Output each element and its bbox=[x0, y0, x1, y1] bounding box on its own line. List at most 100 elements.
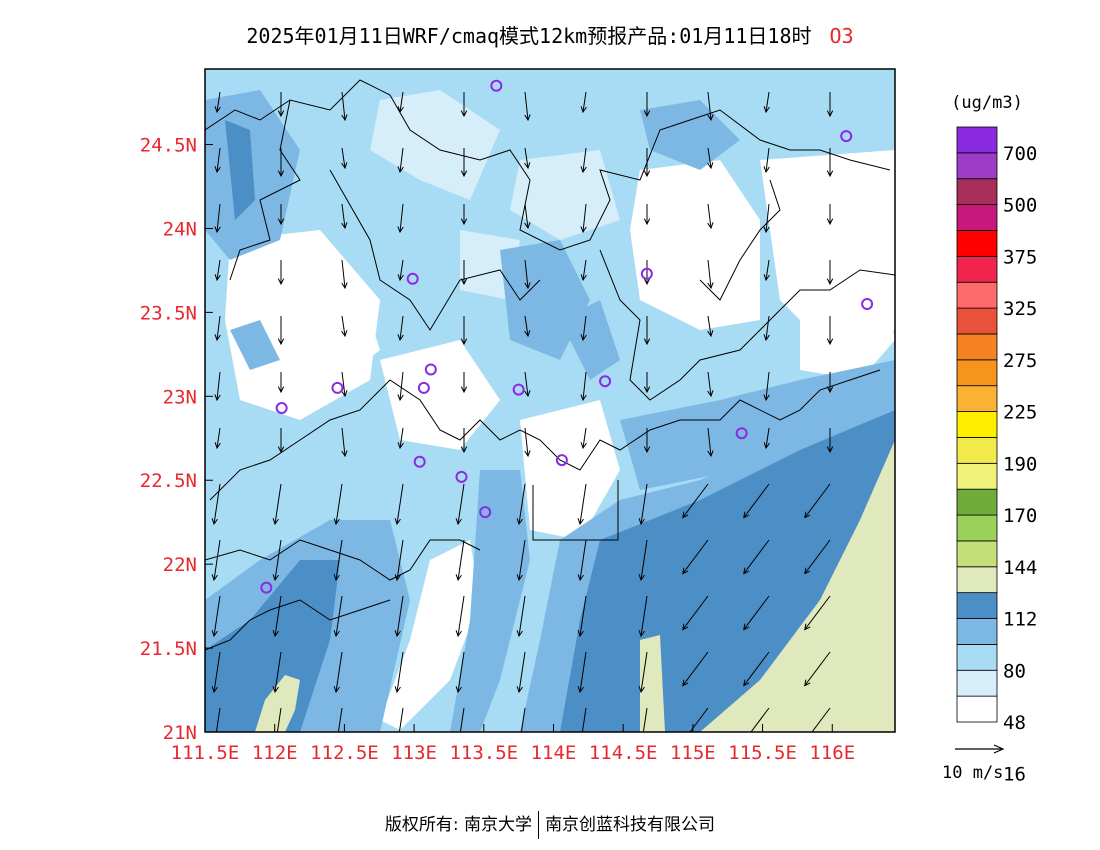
wind-arrowhead bbox=[763, 106, 770, 114]
wind-vector bbox=[213, 539, 221, 581]
wind-arrowhead bbox=[277, 338, 285, 346]
wind-arrowhead bbox=[643, 386, 651, 394]
wind-vector bbox=[216, 91, 221, 113]
wind-arrowhead bbox=[277, 218, 285, 226]
station-marker bbox=[455, 470, 468, 483]
wind-arrowhead bbox=[516, 518, 523, 526]
wind-vector bbox=[804, 595, 831, 630]
wind-vector bbox=[398, 707, 404, 732]
wind-vector bbox=[276, 707, 282, 732]
lat-tick-label: 24.5N bbox=[140, 135, 197, 157]
wind-arrowhead bbox=[397, 166, 404, 174]
wind-vector bbox=[457, 483, 465, 525]
wind-arrowhead bbox=[804, 567, 811, 575]
wind-vector bbox=[213, 483, 221, 525]
wind-arrowhead bbox=[643, 446, 651, 454]
wind-vector bbox=[341, 371, 346, 397]
wind-vector bbox=[765, 259, 770, 281]
wind-arrowhead bbox=[516, 686, 523, 694]
station-marker bbox=[479, 506, 492, 519]
wind-arrowhead bbox=[643, 110, 651, 118]
wind-arrowhead bbox=[455, 518, 462, 526]
station-marker bbox=[555, 454, 568, 467]
wind-arrowhead bbox=[460, 110, 468, 118]
legend-swatch bbox=[956, 643, 998, 671]
wind-arrowhead bbox=[394, 686, 401, 694]
legend-swatch bbox=[956, 307, 998, 335]
province-borders bbox=[205, 79, 895, 651]
arrow-head-icon bbox=[993, 744, 1005, 754]
wind-vector bbox=[579, 483, 587, 525]
wind-vector bbox=[640, 595, 648, 637]
wind-arrowhead bbox=[211, 518, 218, 526]
station-marker bbox=[599, 375, 612, 388]
wind-vector bbox=[399, 371, 404, 401]
wind-vector bbox=[707, 91, 712, 121]
wind-arrowhead bbox=[743, 511, 750, 519]
wind-arrowhead bbox=[333, 518, 340, 526]
wind-vector bbox=[524, 371, 529, 397]
footer-divider bbox=[538, 811, 540, 839]
wind-vector bbox=[341, 315, 346, 337]
wind-arrowhead bbox=[763, 226, 770, 234]
wind-arrowhead bbox=[272, 518, 279, 526]
wind-arrowhead bbox=[341, 282, 348, 290]
map-title: 2025年01月11日WRF/cmaq模式12km预报产品:01月11日18时 … bbox=[0, 20, 1100, 49]
legend-swatch bbox=[956, 230, 998, 257]
lon-tick-label: 111.5E bbox=[171, 742, 240, 764]
wind-vector bbox=[215, 707, 221, 732]
wind-arrowhead bbox=[707, 114, 714, 122]
wind-arrowhead bbox=[763, 442, 770, 450]
wind-vector bbox=[399, 91, 404, 113]
station-marker bbox=[417, 381, 430, 394]
lon-tick-label: 116E bbox=[809, 742, 855, 764]
wind-arrowhead bbox=[272, 574, 279, 582]
wind-arrowhead bbox=[460, 278, 468, 286]
wind-vector bbox=[743, 539, 770, 574]
wind-arrowhead bbox=[580, 334, 587, 342]
wind-arrowhead bbox=[211, 574, 218, 582]
lat-tick-label: 21.5N bbox=[140, 638, 197, 660]
station-marker bbox=[861, 297, 874, 310]
legend-label: 225 bbox=[1003, 402, 1037, 424]
legend-swatch bbox=[956, 281, 998, 309]
wind-arrowhead bbox=[341, 162, 348, 170]
wind-vector bbox=[213, 595, 221, 637]
wind-arrowhead bbox=[277, 386, 285, 394]
wind-vector bbox=[743, 651, 770, 686]
wind-arrowhead bbox=[460, 218, 468, 226]
legend-swatch bbox=[956, 204, 998, 231]
wind-arrowhead bbox=[826, 278, 834, 286]
wind-vector bbox=[682, 539, 709, 574]
wind-arrowhead bbox=[333, 630, 340, 638]
legend-swatch bbox=[956, 488, 998, 516]
title-species: O3 bbox=[829, 24, 854, 48]
lon-tick-label: 115.5E bbox=[728, 742, 797, 764]
wind-vector bbox=[457, 595, 465, 637]
wind-vector bbox=[216, 147, 221, 173]
station-marker bbox=[406, 272, 419, 285]
wind-arrowhead bbox=[804, 623, 811, 631]
wind-arrowhead bbox=[277, 278, 285, 286]
wind-arrowhead bbox=[333, 574, 340, 582]
wind-vector bbox=[765, 147, 770, 173]
wind-arrowhead bbox=[763, 334, 770, 342]
wind-arrowhead bbox=[460, 170, 468, 178]
lon-tick-label: 115E bbox=[670, 742, 716, 764]
wind-vector bbox=[341, 427, 346, 457]
legend-label: 80 bbox=[1003, 660, 1026, 682]
wind-arrowhead bbox=[214, 442, 221, 450]
wind-arrowhead bbox=[643, 338, 651, 346]
footer-company: 南京创蓝科技有限公司 bbox=[545, 815, 716, 835]
wind-vector bbox=[216, 315, 221, 341]
wind-arrowhead bbox=[707, 222, 714, 230]
wind-arrowhead bbox=[277, 110, 285, 118]
legend-swatch bbox=[956, 669, 998, 697]
wind-vector bbox=[399, 203, 404, 233]
wind-vector bbox=[524, 203, 529, 229]
wind-arrowhead bbox=[763, 166, 770, 174]
wind-vector bbox=[582, 427, 587, 449]
wind-arrowhead bbox=[580, 166, 587, 174]
station-marker bbox=[331, 381, 344, 394]
wind-arrowhead bbox=[397, 274, 404, 282]
